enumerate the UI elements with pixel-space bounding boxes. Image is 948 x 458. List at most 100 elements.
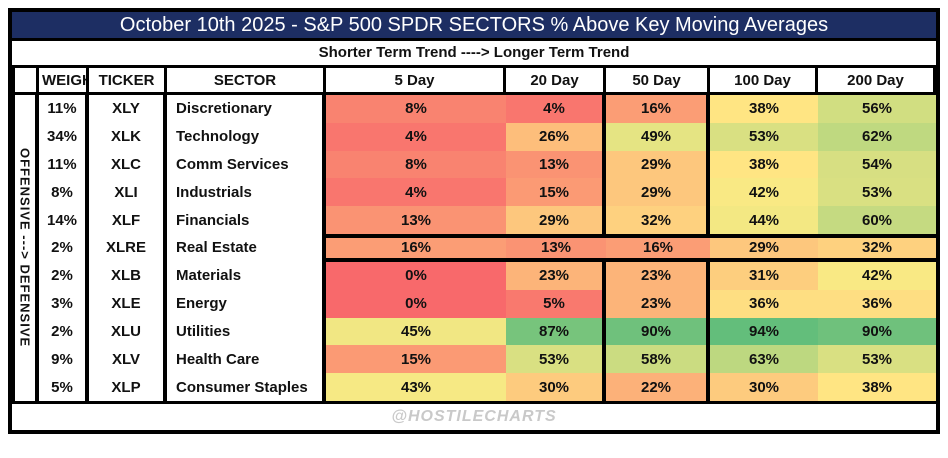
value-cell: 36% [818, 289, 936, 318]
sector-cell: Utilities [167, 317, 326, 346]
value-cell: 15% [506, 178, 606, 207]
value-cell: 29% [606, 178, 710, 207]
ticker-cell: XLV [89, 345, 167, 374]
value-cell: 90% [818, 317, 936, 346]
ticker-cell: XLF [89, 206, 167, 235]
value-cell: 53% [506, 345, 606, 374]
weight-cell: 11% [39, 95, 89, 123]
heatmap-board: October 10th 2025 - S&P 500 SPDR SECTORS… [8, 8, 940, 434]
value-cell: 31% [710, 261, 818, 290]
ticker-cell: XLC [89, 150, 167, 179]
value-cell: 4% [506, 95, 606, 123]
value-cell: 23% [606, 289, 710, 318]
sector-cell: Materials [167, 261, 326, 290]
value-cell: 36% [710, 289, 818, 318]
header-200-day: 200 Day [815, 65, 936, 95]
value-cell: 30% [710, 373, 818, 401]
trend-direction-subtitle: Shorter Term Trend ----> Longer Term Tre… [12, 41, 936, 65]
value-cell: 49% [606, 122, 710, 151]
weight-cell: 2% [39, 234, 89, 262]
value-cell: 62% [818, 122, 936, 151]
offensive-defensive-axis-label: OFFENSIVE ---> DEFENSIVE [12, 95, 39, 401]
watermark: @HOSTILECHARTS [12, 401, 936, 430]
value-cell: 13% [506, 150, 606, 179]
value-cell: 23% [506, 261, 606, 290]
value-cell: 29% [710, 234, 818, 262]
value-cell: 58% [606, 345, 710, 374]
value-cell: 16% [606, 95, 710, 123]
value-cell: 94% [710, 317, 818, 346]
value-cell: 53% [710, 122, 818, 151]
value-cell: 87% [506, 317, 606, 346]
sector-cell: Industrials [167, 178, 326, 207]
value-cell: 15% [326, 345, 506, 374]
value-cell: 4% [326, 122, 506, 151]
weight-cell: 2% [39, 261, 89, 290]
value-cell: 29% [506, 206, 606, 235]
chart-title: October 10th 2025 - S&P 500 SPDR SECTORS… [12, 12, 936, 41]
sector-cell: Health Care [167, 345, 326, 374]
value-cell: 43% [326, 373, 506, 401]
weight-cell: 11% [39, 150, 89, 179]
value-cell: 13% [326, 206, 506, 235]
value-cell: 63% [710, 345, 818, 374]
weight-cell: 34% [39, 122, 89, 151]
sector-cell: Technology [167, 122, 326, 151]
ticker-cell: XLU [89, 317, 167, 346]
ticker-cell: XLY [89, 95, 167, 123]
value-cell: 5% [506, 289, 606, 318]
header-weight: WEIGHT [36, 65, 89, 95]
sector-cell: Comm Services [167, 150, 326, 179]
value-cell: 0% [326, 261, 506, 290]
value-cell: 38% [710, 95, 818, 123]
value-cell: 4% [326, 178, 506, 207]
value-cell: 38% [710, 150, 818, 179]
sector-cell: Energy [167, 289, 326, 318]
value-cell: 13% [506, 234, 606, 262]
ticker-cell: XLI [89, 178, 167, 207]
ticker-cell: XLB [89, 261, 167, 290]
header-20-day: 20 Day [503, 65, 606, 95]
value-cell: 26% [506, 122, 606, 151]
value-cell: 60% [818, 206, 936, 235]
header-ticker: TICKER [86, 65, 167, 95]
ticker-cell: XLK [89, 122, 167, 151]
value-cell: 16% [326, 234, 506, 262]
ticker-cell: XLRE [89, 234, 167, 262]
header-row: WEIGHT TICKER SECTOR 5 Day 20 Day 50 Day… [12, 65, 936, 95]
weight-cell: 8% [39, 178, 89, 207]
value-cell: 29% [606, 150, 710, 179]
weight-cell: 2% [39, 317, 89, 346]
header-50-day: 50 Day [603, 65, 710, 95]
value-cell: 22% [606, 373, 710, 401]
value-cell: 38% [818, 373, 936, 401]
heatmap-body: OFFENSIVE ---> DEFENSIVE 11% XLY Discretio… [12, 95, 936, 401]
value-cell: 8% [326, 95, 506, 123]
value-cell: 32% [606, 206, 710, 235]
value-cell: 42% [818, 261, 936, 290]
value-cell: 30% [506, 373, 606, 401]
header-5-day: 5 Day [323, 65, 506, 95]
value-cell: 8% [326, 150, 506, 179]
header-axis-spacer [12, 65, 39, 95]
sector-cell: Discretionary [167, 95, 326, 123]
header-100-day: 100 Day [707, 65, 818, 95]
value-cell: 53% [818, 345, 936, 374]
value-cell: 42% [710, 178, 818, 207]
value-cell: 23% [606, 261, 710, 290]
value-cell: 0% [326, 289, 506, 318]
value-cell: 44% [710, 206, 818, 235]
header-sector: SECTOR [164, 65, 326, 95]
value-cell: 16% [606, 234, 710, 262]
weight-cell: 5% [39, 373, 89, 401]
value-cell: 56% [818, 95, 936, 123]
weight-cell: 9% [39, 345, 89, 374]
value-cell: 32% [818, 234, 936, 262]
sector-cell: Consumer Staples [167, 373, 326, 401]
value-cell: 90% [606, 317, 710, 346]
value-cell: 54% [818, 150, 936, 179]
ticker-cell: XLP [89, 373, 167, 401]
weight-cell: 3% [39, 289, 89, 318]
ticker-cell: XLE [89, 289, 167, 318]
value-cell: 53% [818, 178, 936, 207]
